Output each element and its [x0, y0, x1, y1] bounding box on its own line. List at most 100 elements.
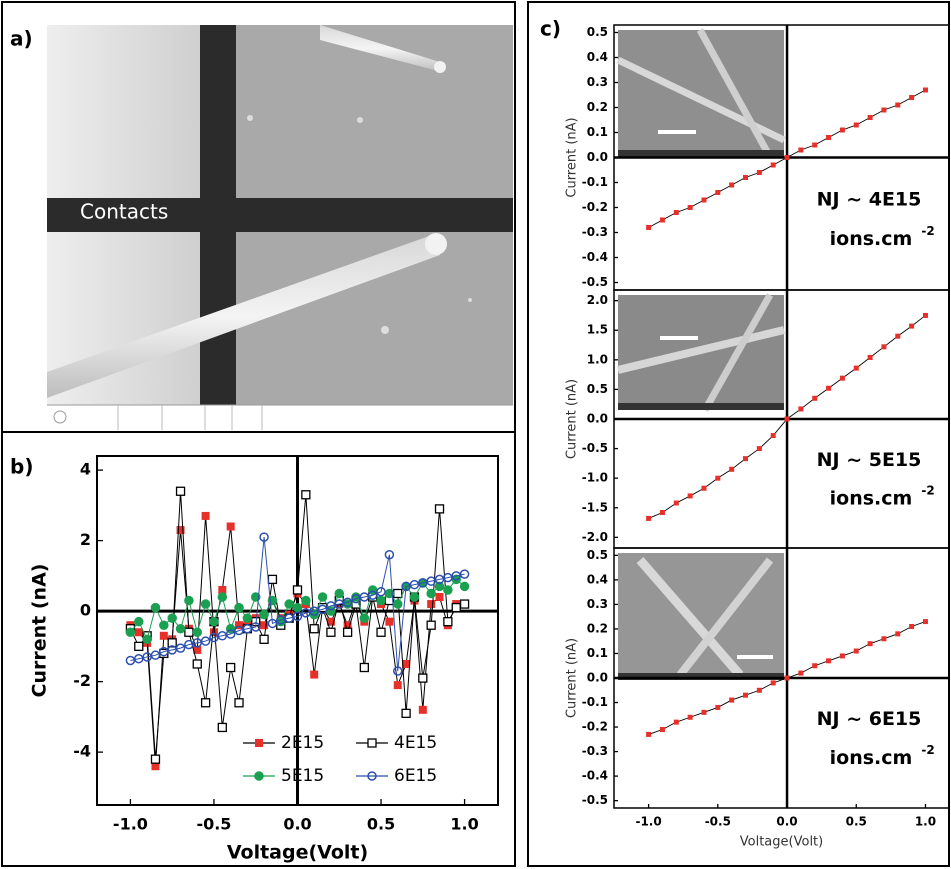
- marker: [292, 602, 303, 613]
- marker: [743, 692, 749, 698]
- marker: [646, 515, 652, 521]
- marker: [267, 574, 278, 585]
- marker: [418, 673, 428, 683]
- sem-image: [1, 1, 516, 433]
- marker: [701, 485, 707, 491]
- marker: [715, 475, 721, 481]
- marker: [159, 631, 168, 640]
- y-tick-label: -0.5: [582, 793, 608, 807]
- marker: [756, 687, 762, 693]
- y-tick-label: 1.0: [587, 352, 608, 366]
- marker: [687, 714, 693, 720]
- marker: [393, 666, 403, 676]
- marker: [659, 509, 665, 515]
- marker: [443, 585, 453, 595]
- y-tick-label: 1.5: [587, 323, 608, 337]
- annotation: ions.cm: [830, 747, 913, 769]
- marker: [384, 549, 395, 560]
- marker: [881, 636, 887, 642]
- marker: [770, 162, 776, 168]
- y-tick-label: -1.0: [582, 471, 608, 485]
- marker: [259, 609, 269, 620]
- marker: [209, 616, 219, 627]
- marker: [234, 602, 244, 613]
- marker: [393, 681, 402, 690]
- marker: [812, 663, 818, 669]
- y-tick-label: -0.1: [582, 695, 608, 709]
- marker: [673, 719, 679, 725]
- x-tick-label: 0.5: [367, 815, 395, 834]
- marker: [284, 599, 294, 609]
- marker: [443, 617, 453, 627]
- marker: [142, 634, 152, 645]
- y-tick-label: -4: [73, 742, 91, 761]
- marker: [310, 670, 319, 679]
- y-axis-label: Current (nA): [29, 564, 51, 698]
- marker: [839, 653, 845, 659]
- marker: [401, 708, 411, 718]
- panel-frame: [1, 431, 516, 867]
- marker: [200, 636, 211, 646]
- legend-label: 6E15: [394, 766, 437, 786]
- marker: [770, 433, 776, 439]
- y-tick-label: 0.2: [587, 621, 608, 635]
- x-tick-label: 0.0: [283, 815, 311, 834]
- y-tick-label: -2.0: [582, 530, 608, 544]
- y-tick-label: 0.0: [587, 412, 608, 426]
- inset-image: [617, 293, 785, 412]
- marker: [301, 490, 311, 500]
- marker: [459, 569, 470, 579]
- marker: [922, 87, 928, 93]
- marker: [646, 225, 652, 230]
- marker: [743, 456, 749, 462]
- marker: [250, 622, 261, 632]
- marker: [909, 323, 915, 329]
- marker: [317, 592, 328, 602]
- marker: [784, 155, 790, 160]
- marker: [729, 182, 735, 188]
- marker: [385, 617, 394, 626]
- annotation: NJ ~ 4E15: [817, 188, 922, 210]
- marker: [343, 621, 352, 630]
- y-tick-label: 0: [80, 601, 91, 620]
- y-axis-label: Current (nA): [565, 117, 580, 197]
- marker: [359, 613, 370, 623]
- marker: [175, 643, 186, 653]
- x-tick-label: 1.0: [450, 815, 478, 834]
- marker: [673, 500, 679, 506]
- marker: [798, 147, 804, 153]
- marker: [451, 602, 461, 613]
- marker: [167, 613, 177, 623]
- marker: [756, 446, 762, 452]
- marker: [687, 493, 693, 499]
- marker: [895, 333, 901, 339]
- marker: [826, 658, 832, 664]
- marker: [756, 170, 762, 175]
- panel-label: a): [10, 27, 33, 51]
- marker: [393, 599, 403, 609]
- marker: [459, 599, 470, 609]
- marker: [659, 217, 665, 223]
- x-tick-label: 1.0: [915, 815, 936, 829]
- marker: [150, 650, 161, 660]
- marker: [218, 585, 227, 594]
- annotation: ions.cm: [830, 487, 913, 509]
- y-tick-label: 0.5: [587, 25, 608, 39]
- marker: [729, 466, 735, 472]
- marker: [159, 620, 169, 630]
- inset-image: [616, 28, 786, 159]
- y-tick-label: 0.1: [587, 646, 608, 660]
- annotation-superscript: -2: [921, 483, 934, 497]
- marker: [435, 593, 444, 602]
- y-tick-label: -0.2: [582, 720, 608, 734]
- annotation: NJ ~ 5E15: [817, 449, 922, 471]
- marker: [176, 526, 185, 535]
- marker: [376, 595, 386, 606]
- marker: [426, 620, 436, 630]
- marker: [743, 175, 749, 180]
- marker: [367, 771, 377, 781]
- marker: [267, 618, 278, 629]
- y-tick-label: 0.3: [587, 597, 608, 611]
- marker: [853, 648, 859, 654]
